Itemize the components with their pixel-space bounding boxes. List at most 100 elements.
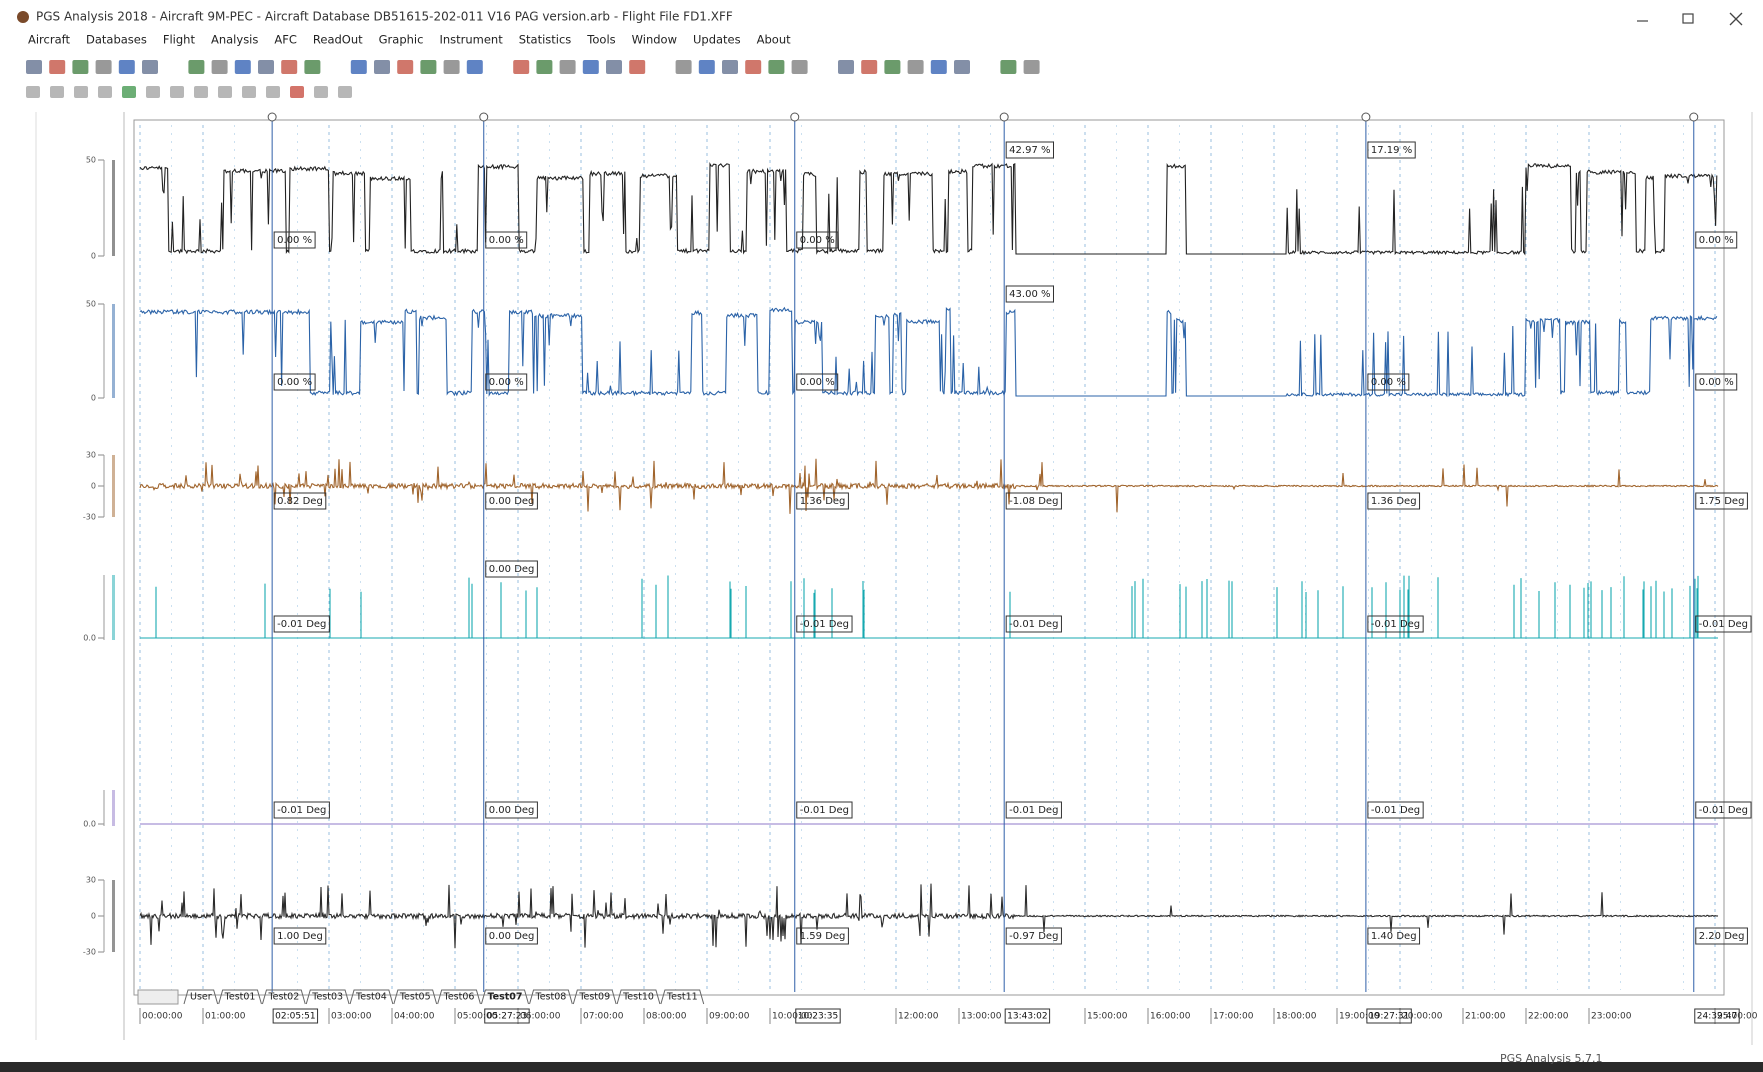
toolbar-button[interactable] — [281, 60, 298, 74]
scale-label: 50 — [86, 156, 96, 165]
toolbar-button[interactable] — [74, 86, 88, 98]
menu-item[interactable]: Aircraft — [28, 33, 70, 47]
tab-outline — [616, 989, 661, 1005]
toolbar-button[interactable] — [338, 86, 352, 98]
toolbar-button[interactable] — [314, 86, 328, 98]
menu-item[interactable]: Instrument — [439, 33, 503, 47]
sheet-tab[interactable]: Test05 — [399, 992, 431, 1003]
menu-item[interactable]: Databases — [86, 33, 147, 47]
toolbar-button[interactable] — [606, 60, 622, 74]
toolbar-button[interactable] — [50, 86, 64, 98]
readout-box — [1695, 373, 1738, 391]
toolbar-button[interactable] — [397, 60, 414, 74]
menu-item[interactable]: Window — [632, 33, 677, 47]
toolbar-button[interactable] — [884, 60, 901, 74]
channel-color-strip — [112, 790, 115, 826]
toolbar-button[interactable] — [98, 86, 112, 98]
toolbar-button[interactable] — [374, 60, 390, 74]
toolbar-button[interactable] — [26, 60, 42, 74]
toolbar-button[interactable] — [791, 60, 808, 74]
toolbar-button[interactable] — [72, 60, 89, 74]
sheet-tab[interactable]: Test03 — [311, 992, 343, 1003]
sheet-tab[interactable]: Test10 — [622, 992, 654, 1003]
toolbar-button[interactable] — [675, 60, 692, 74]
menu-item[interactable]: Tools — [586, 33, 615, 47]
toolbar-button[interactable] — [211, 60, 228, 74]
tab-nav[interactable] — [137, 989, 179, 1005]
cursor-readout: 2.20 Deg — [1699, 931, 1745, 942]
cursor-readout: -0.01 Deg — [1009, 805, 1058, 816]
sheet-tab[interactable]: Test08 — [535, 992, 567, 1003]
toolbar-button[interactable] — [420, 60, 437, 74]
channel-color-strip — [112, 575, 115, 640]
toolbar-button[interactable] — [258, 60, 274, 74]
time-label: 05:00:00 — [457, 1012, 498, 1022]
toolbar-button[interactable] — [170, 86, 184, 98]
toolbar-button[interactable] — [118, 60, 135, 74]
toolbar-button[interactable] — [350, 60, 367, 74]
toolbar-button[interactable] — [218, 86, 232, 98]
toolbar-button[interactable] — [266, 86, 280, 98]
menu-item[interactable]: AFC — [274, 33, 297, 47]
toolbar-button[interactable] — [954, 60, 970, 74]
cursor-handle[interactable] — [267, 112, 277, 122]
toolbar-button[interactable] — [290, 86, 304, 98]
readout-box — [1367, 927, 1421, 945]
restore-button[interactable] — [1682, 13, 1694, 24]
cursor-readout: -0.01 Deg — [277, 805, 326, 816]
readout-box — [485, 492, 538, 510]
toolbar-button[interactable] — [907, 60, 924, 74]
sheet-tab[interactable]: Test06 — [443, 992, 475, 1003]
close-button[interactable] — [1729, 12, 1743, 26]
menu-item[interactable]: Flight — [163, 33, 196, 47]
toolbar-button[interactable] — [443, 60, 460, 74]
readout-box — [796, 927, 849, 945]
toolbar-button[interactable] — [861, 60, 878, 74]
toolbar-button[interactable] — [536, 60, 553, 74]
menu-item[interactable]: Updates — [693, 33, 741, 47]
sheet-tab[interactable]: Test07 — [487, 992, 522, 1003]
toolbar-button[interactable] — [745, 60, 762, 74]
cursor-handle[interactable] — [479, 112, 489, 122]
cursor-handle[interactable] — [790, 112, 800, 122]
toolbar-button[interactable] — [513, 60, 530, 74]
cursor-handle[interactable] — [1361, 112, 1371, 122]
toolbar-button[interactable] — [582, 60, 599, 74]
sheet-tab[interactable]: Test01 — [224, 992, 256, 1003]
cursor-handle[interactable] — [999, 112, 1009, 122]
sheet-tab[interactable]: Test02 — [267, 992, 299, 1003]
toolbar-button[interactable] — [304, 60, 321, 74]
toolbar-button[interactable] — [188, 60, 205, 74]
cursor-handle[interactable] — [1689, 112, 1699, 122]
menu-item[interactable]: About — [757, 33, 791, 47]
toolbar-button[interactable] — [142, 60, 158, 74]
toolbar-button[interactable] — [466, 60, 483, 74]
toolbar-button[interactable] — [768, 60, 785, 74]
toolbar-button[interactable] — [242, 86, 256, 98]
sheet-tab[interactable]: Test09 — [578, 992, 610, 1003]
menu-item[interactable]: ReadOut — [313, 33, 363, 47]
menu-item[interactable]: Statistics — [519, 33, 572, 47]
sheet-tab[interactable]: Test04 — [355, 992, 387, 1003]
toolbar-button[interactable] — [629, 60, 646, 74]
toolbar-button[interactable] — [95, 60, 112, 74]
menu-item[interactable]: Graphic — [379, 33, 424, 47]
sheet-tab[interactable]: Test11 — [666, 992, 698, 1003]
toolbar-button[interactable] — [122, 86, 136, 98]
toolbar-button[interactable] — [146, 86, 160, 98]
toolbar-button[interactable] — [698, 60, 715, 74]
toolbar-button[interactable] — [559, 60, 576, 74]
toolbar-button[interactable] — [1023, 60, 1040, 74]
toolbar-button[interactable] — [26, 86, 40, 98]
menu-item[interactable]: Analysis — [211, 33, 258, 47]
toolbar-button[interactable] — [838, 60, 854, 74]
sheet-tab[interactable]: User — [190, 992, 212, 1003]
toolbar-button[interactable] — [194, 86, 208, 98]
toolbar-button[interactable] — [234, 60, 251, 74]
toolbar-button[interactable] — [930, 60, 947, 74]
toolbar-button[interactable] — [722, 60, 738, 74]
toolbar-button[interactable] — [49, 60, 66, 74]
cursor-readout: -0.01 Deg — [1699, 805, 1748, 816]
toolbar-button[interactable] — [1000, 60, 1017, 74]
